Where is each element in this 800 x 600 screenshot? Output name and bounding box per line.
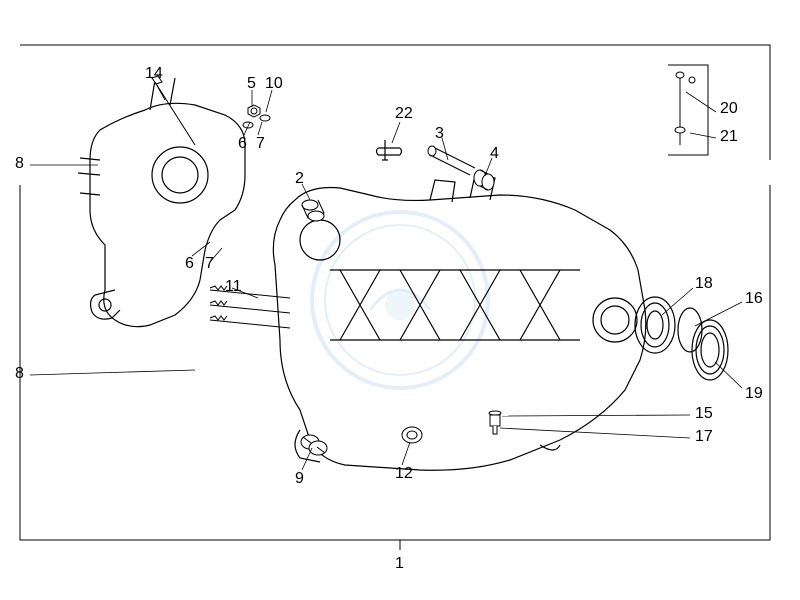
- callout-20: 20: [720, 100, 738, 118]
- callout-10: 10: [265, 75, 283, 93]
- callout-14: 14: [145, 65, 163, 83]
- callout-8a: 8: [15, 155, 24, 173]
- callout-9: 9: [295, 470, 304, 488]
- callout-7b: 7: [205, 255, 214, 273]
- callout-18: 18: [695, 275, 713, 293]
- callout-8b: 8: [15, 365, 24, 383]
- callout-12: 12: [395, 465, 413, 483]
- callout-6b: 6: [185, 255, 194, 273]
- callout-3: 3: [435, 125, 444, 143]
- callout-15: 15: [695, 405, 713, 423]
- callout-1: 1: [395, 555, 404, 573]
- callout-5: 5: [247, 75, 256, 93]
- crankcase-drawing: [0, 0, 800, 600]
- callout-21: 21: [720, 128, 738, 146]
- callout-16: 16: [745, 290, 763, 308]
- callout-17: 17: [695, 428, 713, 446]
- callout-7a: 7: [256, 135, 265, 153]
- callout-22: 22: [395, 105, 413, 123]
- callout-4: 4: [490, 145, 499, 163]
- callout-11: 11: [225, 278, 242, 296]
- callout-2: 2: [295, 170, 304, 188]
- callout-19: 19: [745, 385, 763, 403]
- callout-6a: 6: [238, 135, 247, 153]
- crankcase-diagram: 1 2 3 4 5 6 6 7 7 8 8 9 10 11 12 14 15 1…: [0, 0, 800, 600]
